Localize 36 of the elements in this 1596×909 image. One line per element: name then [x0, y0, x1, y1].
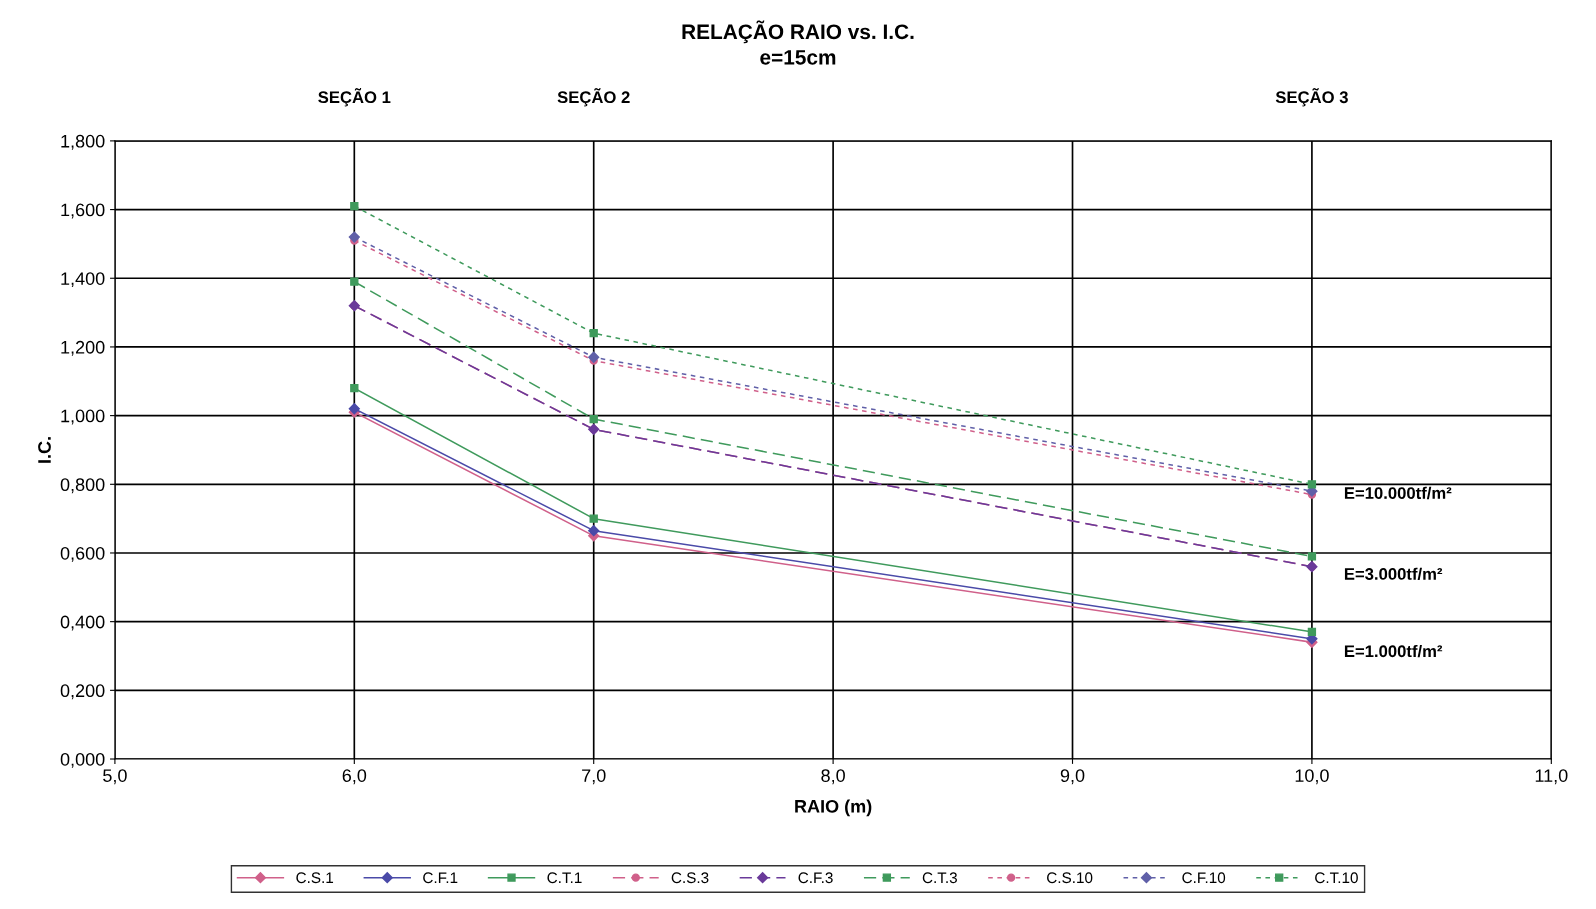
annotation: E=10.000tf/m²: [1344, 486, 1452, 500]
text: SEÇÃO 2: [557, 88, 630, 107]
x-tick-label: 6,0: [342, 769, 367, 785]
legend-label: C.F.10: [1182, 872, 1226, 884]
annotation: E=3.000tf/m²: [1344, 567, 1443, 581]
legend-label: C.S.10: [1047, 872, 1093, 884]
x-tick-label: 9,0: [1060, 769, 1085, 785]
x-tick-label: 11,0: [1535, 769, 1568, 785]
chart-title: RELAÇÃO RAIO vs. I.C.: [682, 20, 914, 44]
legend-label: C.F.1: [423, 872, 458, 884]
text: SEÇÃO 3: [1275, 88, 1348, 107]
y-tick-label: 1,800: [61, 134, 105, 150]
y-tick-label: 1,200: [61, 340, 105, 356]
y-tick-label: 0,400: [60, 615, 105, 631]
legend-label: C.F.3: [798, 872, 833, 884]
x-tick-label: 5,0: [103, 769, 127, 785]
annotation: E=1.000tf/m²: [1344, 644, 1443, 658]
y-tick-label: 1,400: [61, 272, 105, 288]
y-tick-label: 0,600: [60, 546, 105, 562]
y-axis-title: I.C.: [38, 437, 51, 463]
text: SEÇÃO 1: [318, 88, 391, 107]
chart-subtitle: e=15cm: [760, 50, 836, 65]
legend-label: C.T.10: [1315, 872, 1358, 884]
x-tick-label: 8,0: [821, 769, 845, 785]
x-tick-label: 10,0: [1295, 769, 1329, 785]
y-tick-label: 1,600: [61, 203, 105, 219]
x-axis-title: RAIO (m): [795, 799, 872, 817]
y-tick-label: 0,800: [60, 478, 105, 494]
legend-label: C.T.3: [922, 872, 957, 884]
y-tick-label: 0,200: [60, 684, 105, 700]
legend-label: C.S.3: [671, 872, 709, 884]
legend-label: C.S.1: [296, 872, 334, 884]
y-tick-label: 0,000: [60, 752, 105, 768]
y-tick-label: 1,000: [61, 409, 105, 425]
legend-label: C.T.1: [547, 872, 582, 884]
x-tick-label: 7,0: [582, 769, 606, 785]
